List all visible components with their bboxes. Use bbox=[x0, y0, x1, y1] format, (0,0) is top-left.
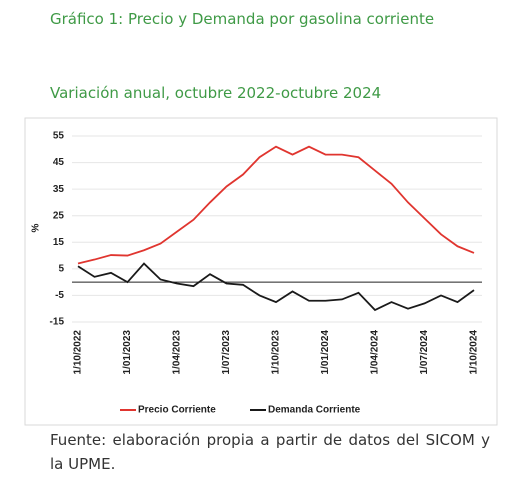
source-note: Fuente: elaboración propia a partir de d… bbox=[50, 431, 490, 473]
y-tick-label: 25 bbox=[53, 210, 65, 221]
series-line bbox=[77, 145, 475, 265]
heading: Gráfico 1: Precio y Demanda por gasolina… bbox=[50, 10, 435, 28]
x-tick-label: 1/10/2023 bbox=[271, 330, 282, 375]
x-tick-label: 1/07/2024 bbox=[419, 330, 430, 375]
x-tick-label: 1/07/2023 bbox=[221, 330, 232, 375]
x-tick-label: 1/04/2023 bbox=[172, 330, 183, 375]
y-tick-label: 35 bbox=[53, 184, 65, 195]
legend-label: Precio Corriente bbox=[138, 405, 216, 416]
y-axis-label: % bbox=[31, 223, 42, 232]
subheading: Variación anual, octubre 2022-octubre 20… bbox=[50, 84, 382, 102]
x-tick-label: 1/01/2023 bbox=[122, 330, 133, 375]
y-tick-label: 5 bbox=[58, 263, 64, 274]
y-tick-label: 15 bbox=[53, 237, 65, 248]
x-tick-label: 1/01/2024 bbox=[320, 330, 331, 375]
legend-label: Demanda Corriente bbox=[268, 405, 361, 416]
x-tick-label: 1/04/2024 bbox=[370, 330, 381, 375]
y-tick-label: 55 bbox=[53, 131, 65, 142]
series-line bbox=[77, 262, 475, 312]
y-tick-label: 45 bbox=[53, 157, 65, 168]
y-tick-label: -15 bbox=[50, 317, 65, 328]
y-tick-label: -5 bbox=[55, 290, 64, 301]
chart-frame bbox=[24, 117, 498, 426]
x-tick-label: 1/10/2024 bbox=[469, 330, 480, 375]
x-tick-label: 1/10/2022 bbox=[73, 330, 84, 375]
